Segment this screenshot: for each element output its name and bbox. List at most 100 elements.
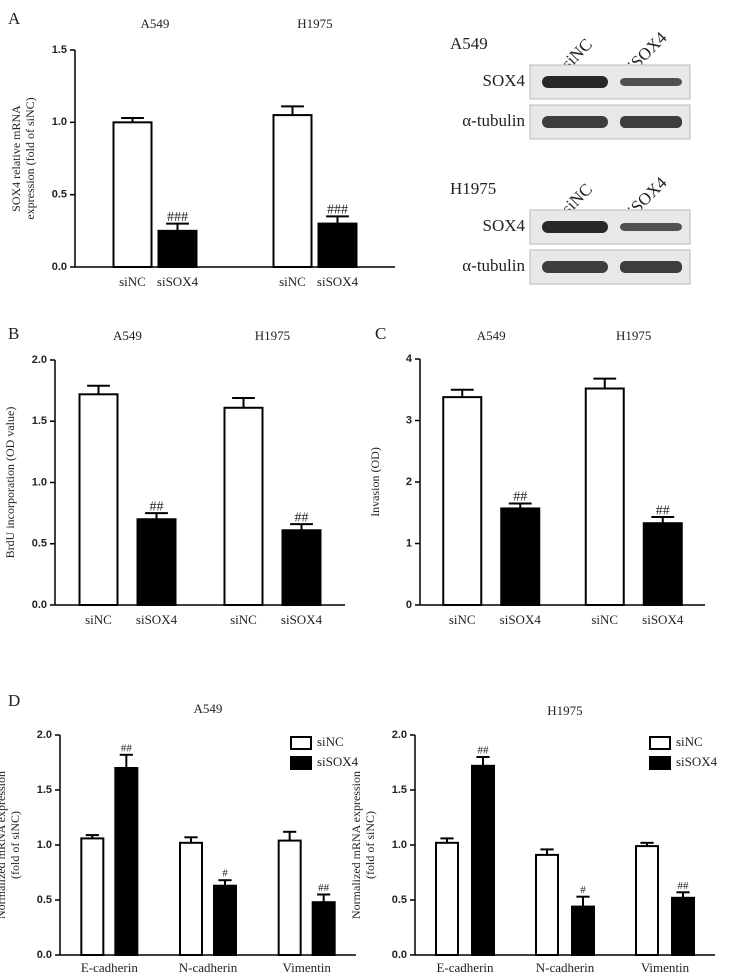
- y-axis-label: SOX4 relative mRNA: [9, 105, 23, 212]
- blot-row-label: SOX4: [482, 71, 525, 90]
- y-axis-label: Normalized mRNA expression: [349, 771, 363, 919]
- band: [620, 261, 682, 273]
- y-axis-label: Invasion (OD): [368, 447, 382, 517]
- annotation: ###: [167, 210, 188, 225]
- x-tick-label: siNC: [279, 274, 306, 289]
- x-tick-label: Vimentin: [641, 960, 690, 972]
- y-tick-label: 3: [406, 414, 412, 426]
- annotation: ##: [150, 499, 164, 514]
- y-tick-label: 0.0: [32, 599, 47, 611]
- bar: [571, 905, 595, 956]
- bar: [78, 393, 119, 606]
- annotation: ##: [478, 745, 490, 757]
- bar: [435, 841, 459, 956]
- x-tick-label: siSOX4: [642, 612, 684, 627]
- bar: [157, 229, 198, 268]
- y-tick-label: 1.0: [392, 839, 407, 851]
- y-tick-label: 0.0: [37, 949, 52, 961]
- band: [542, 76, 608, 88]
- group-label: A549: [113, 328, 142, 343]
- y-tick-label: 0.0: [52, 261, 67, 273]
- blot-cell-label: H1975: [450, 179, 496, 198]
- bar: [272, 114, 313, 268]
- panel-label: B: [8, 324, 19, 343]
- panel-label: C: [375, 324, 386, 343]
- y-tick-label: 1: [406, 537, 412, 549]
- x-tick-label: Vimentin: [283, 960, 332, 972]
- x-tick-label: siSOX4: [157, 274, 199, 289]
- bar: [535, 853, 559, 957]
- bar: [114, 767, 139, 956]
- annotation: ##: [121, 742, 133, 754]
- chart-title: H1975: [547, 703, 582, 718]
- legend-swatch: [290, 756, 312, 770]
- bar: [671, 896, 695, 956]
- y-axis-label: BrdU incorporation (OD value): [3, 407, 17, 559]
- legend-swatch: [649, 756, 671, 770]
- blot-cell-label: A549: [450, 34, 488, 53]
- band: [620, 223, 682, 231]
- blot-row-label: SOX4: [482, 216, 525, 235]
- x-tick-label: siSOX4: [500, 612, 542, 627]
- bar: [136, 518, 177, 606]
- bar: [179, 841, 203, 956]
- band: [542, 221, 608, 233]
- y-axis-label: expression (fold of siNC): [23, 97, 37, 219]
- panel-label: D: [8, 691, 20, 710]
- band: [542, 261, 608, 273]
- band: [620, 116, 682, 128]
- y-tick-label: 0.5: [392, 894, 407, 906]
- bar: [112, 121, 153, 269]
- bar: [223, 406, 264, 606]
- legend-swatch: [649, 736, 671, 750]
- bar: [642, 522, 683, 607]
- legend-label: siSOX4: [317, 754, 359, 769]
- bar: [281, 529, 322, 607]
- y-tick-label: 4: [406, 353, 413, 365]
- band: [542, 116, 608, 128]
- panel-label: A: [8, 9, 21, 28]
- x-tick-label: siSOX4: [317, 274, 359, 289]
- group-label: A549: [477, 328, 506, 343]
- legend-label: siNC: [676, 734, 703, 749]
- y-tick-label: 1.5: [52, 44, 67, 56]
- x-tick-label: siSOX4: [136, 612, 178, 627]
- legend-label: siSOX4: [676, 754, 718, 769]
- group-label: H1975: [616, 328, 651, 343]
- y-tick-label: 2.0: [32, 354, 47, 366]
- y-tick-label: 1.0: [37, 839, 52, 851]
- y-tick-label: 1.0: [32, 476, 47, 488]
- y-tick-label: 2: [406, 476, 412, 488]
- x-tick-label: E-cadherin: [81, 960, 139, 972]
- blot-row-label: α-tubulin: [462, 256, 525, 275]
- annotation: ###: [327, 203, 348, 218]
- x-tick-label: N-cadherin: [536, 960, 595, 972]
- bar: [277, 839, 302, 956]
- y-tick-label: 0.0: [392, 949, 407, 961]
- group-label: A549: [141, 16, 170, 31]
- y-tick-label: 2.0: [392, 729, 407, 741]
- y-tick-label: 1.5: [32, 415, 47, 427]
- x-tick-label: N-cadherin: [179, 960, 238, 972]
- bar: [500, 507, 541, 607]
- y-tick-label: 1.5: [392, 784, 407, 796]
- y-tick-label: 1.5: [37, 784, 52, 796]
- annotation: #: [580, 884, 586, 896]
- annotation: ##: [678, 880, 690, 892]
- bar: [584, 387, 625, 606]
- y-tick-label: 1.0: [52, 116, 67, 128]
- x-tick-label: E-cadherin: [436, 960, 494, 972]
- annotation: ##: [656, 503, 670, 518]
- bar: [80, 837, 105, 957]
- bar: [213, 884, 237, 957]
- x-tick-label: siNC: [85, 612, 112, 627]
- annotation: ##: [318, 882, 330, 894]
- y-tick-label: 0.5: [52, 189, 67, 201]
- y-tick-label: 0: [406, 599, 412, 611]
- annotation: ##: [295, 510, 309, 525]
- annotation: #: [222, 868, 228, 880]
- bar: [635, 845, 659, 956]
- legend-swatch: [290, 736, 312, 750]
- bar: [311, 901, 336, 957]
- group-label: H1975: [255, 328, 290, 343]
